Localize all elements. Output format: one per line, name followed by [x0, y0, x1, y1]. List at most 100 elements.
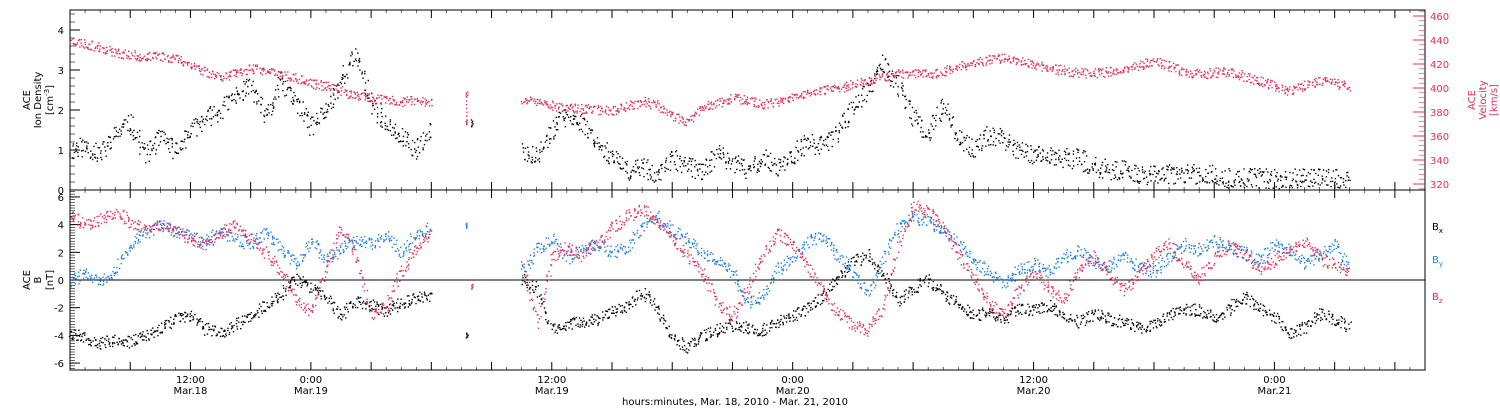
- bx-point: [637, 297, 638, 298]
- bx-point: [941, 285, 942, 286]
- density-point: [524, 159, 525, 160]
- density-point: [879, 65, 880, 66]
- density-point: [638, 168, 639, 169]
- velocity-point: [754, 97, 755, 98]
- density-point: [273, 98, 274, 99]
- density-point: [182, 148, 183, 149]
- velocity-point: [1152, 60, 1153, 61]
- bx-point: [341, 319, 342, 320]
- density-point: [196, 121, 197, 122]
- bx-point: [184, 321, 185, 322]
- bx-point: [886, 282, 887, 283]
- velocity-point: [656, 106, 657, 107]
- bx-point: [663, 315, 664, 316]
- bx-point: [924, 279, 925, 280]
- bx-point: [309, 291, 310, 292]
- bx-point: [388, 312, 389, 313]
- bx-point: [960, 304, 961, 305]
- bx-point: [909, 287, 910, 288]
- density-point: [956, 140, 957, 141]
- velocity-point: [613, 114, 614, 115]
- density-point: [123, 126, 124, 127]
- velocity-point: [78, 40, 79, 41]
- bx-point: [1004, 320, 1005, 321]
- bx-point: [863, 259, 864, 260]
- velocity-point: [1061, 73, 1062, 74]
- density-point: [1243, 168, 1244, 169]
- density-point: [107, 145, 108, 146]
- gap-cluster-point: [466, 100, 467, 101]
- bx-point: [602, 319, 603, 320]
- density-point: [1345, 187, 1346, 188]
- density-point: [971, 153, 972, 154]
- bx-point: [862, 253, 863, 254]
- velocity-point: [589, 107, 590, 108]
- velocity-point: [541, 102, 542, 103]
- bx-point: [705, 332, 706, 333]
- velocity-point: [1279, 88, 1280, 89]
- density-point: [610, 152, 611, 153]
- velocity-point: [243, 70, 244, 71]
- bx-point: [889, 290, 890, 291]
- velocity-point: [588, 104, 589, 105]
- bx-point: [113, 337, 114, 338]
- bx-point: [989, 315, 990, 316]
- velocity-point: [1332, 79, 1333, 80]
- velocity-point: [1041, 70, 1042, 71]
- density-point: [139, 153, 140, 154]
- bx-point: [137, 343, 138, 344]
- velocity-point: [561, 103, 562, 104]
- bx-point: [420, 301, 421, 302]
- density-point: [655, 180, 656, 181]
- velocity-point: [991, 62, 992, 63]
- gap-cluster-point: [472, 121, 473, 122]
- density-point: [1318, 183, 1319, 184]
- density-point: [299, 101, 300, 102]
- density-point: [532, 157, 533, 158]
- bx-point: [646, 294, 647, 295]
- bx-point: [175, 314, 176, 315]
- bx-point: [88, 344, 89, 345]
- density-point: [1079, 161, 1080, 162]
- velocity-point: [1053, 68, 1054, 69]
- velocity-point: [324, 82, 325, 83]
- bx-point: [147, 333, 148, 334]
- density-point: [295, 95, 296, 96]
- bx-point: [170, 317, 171, 318]
- density-point: [1248, 179, 1249, 180]
- velocity-point: [723, 102, 724, 103]
- density-point: [1105, 159, 1106, 160]
- velocity-point: [855, 83, 856, 84]
- bx-point: [671, 334, 672, 335]
- bx-point: [143, 339, 144, 340]
- bx-point: [642, 296, 643, 297]
- bx-point: [557, 326, 558, 327]
- density-point: [211, 118, 212, 119]
- velocity-point: [667, 114, 668, 115]
- velocity-point: [928, 73, 929, 74]
- velocity-point: [1110, 72, 1111, 73]
- density-point: [430, 137, 431, 138]
- velocity-point: [103, 48, 104, 49]
- density-point: [982, 145, 983, 146]
- bx-point: [746, 321, 747, 322]
- bx-point: [196, 318, 197, 319]
- density-point: [328, 106, 329, 107]
- velocity-point: [1200, 75, 1201, 76]
- velocity-point: [1164, 66, 1165, 67]
- velocity-point: [274, 70, 275, 71]
- density-point: [637, 166, 638, 167]
- velocity-point: [269, 69, 270, 70]
- velocity-point: [72, 38, 73, 39]
- velocity-point: [626, 102, 627, 103]
- velocity-point: [376, 97, 377, 98]
- velocity-point: [629, 109, 630, 110]
- density-point: [139, 130, 140, 131]
- bx-point: [271, 296, 272, 297]
- density-point: [340, 82, 341, 83]
- density-point: [1087, 169, 1088, 170]
- density-point: [969, 154, 970, 155]
- velocity-point: [1282, 90, 1283, 91]
- bx-point: [969, 307, 970, 308]
- density-point: [964, 137, 965, 138]
